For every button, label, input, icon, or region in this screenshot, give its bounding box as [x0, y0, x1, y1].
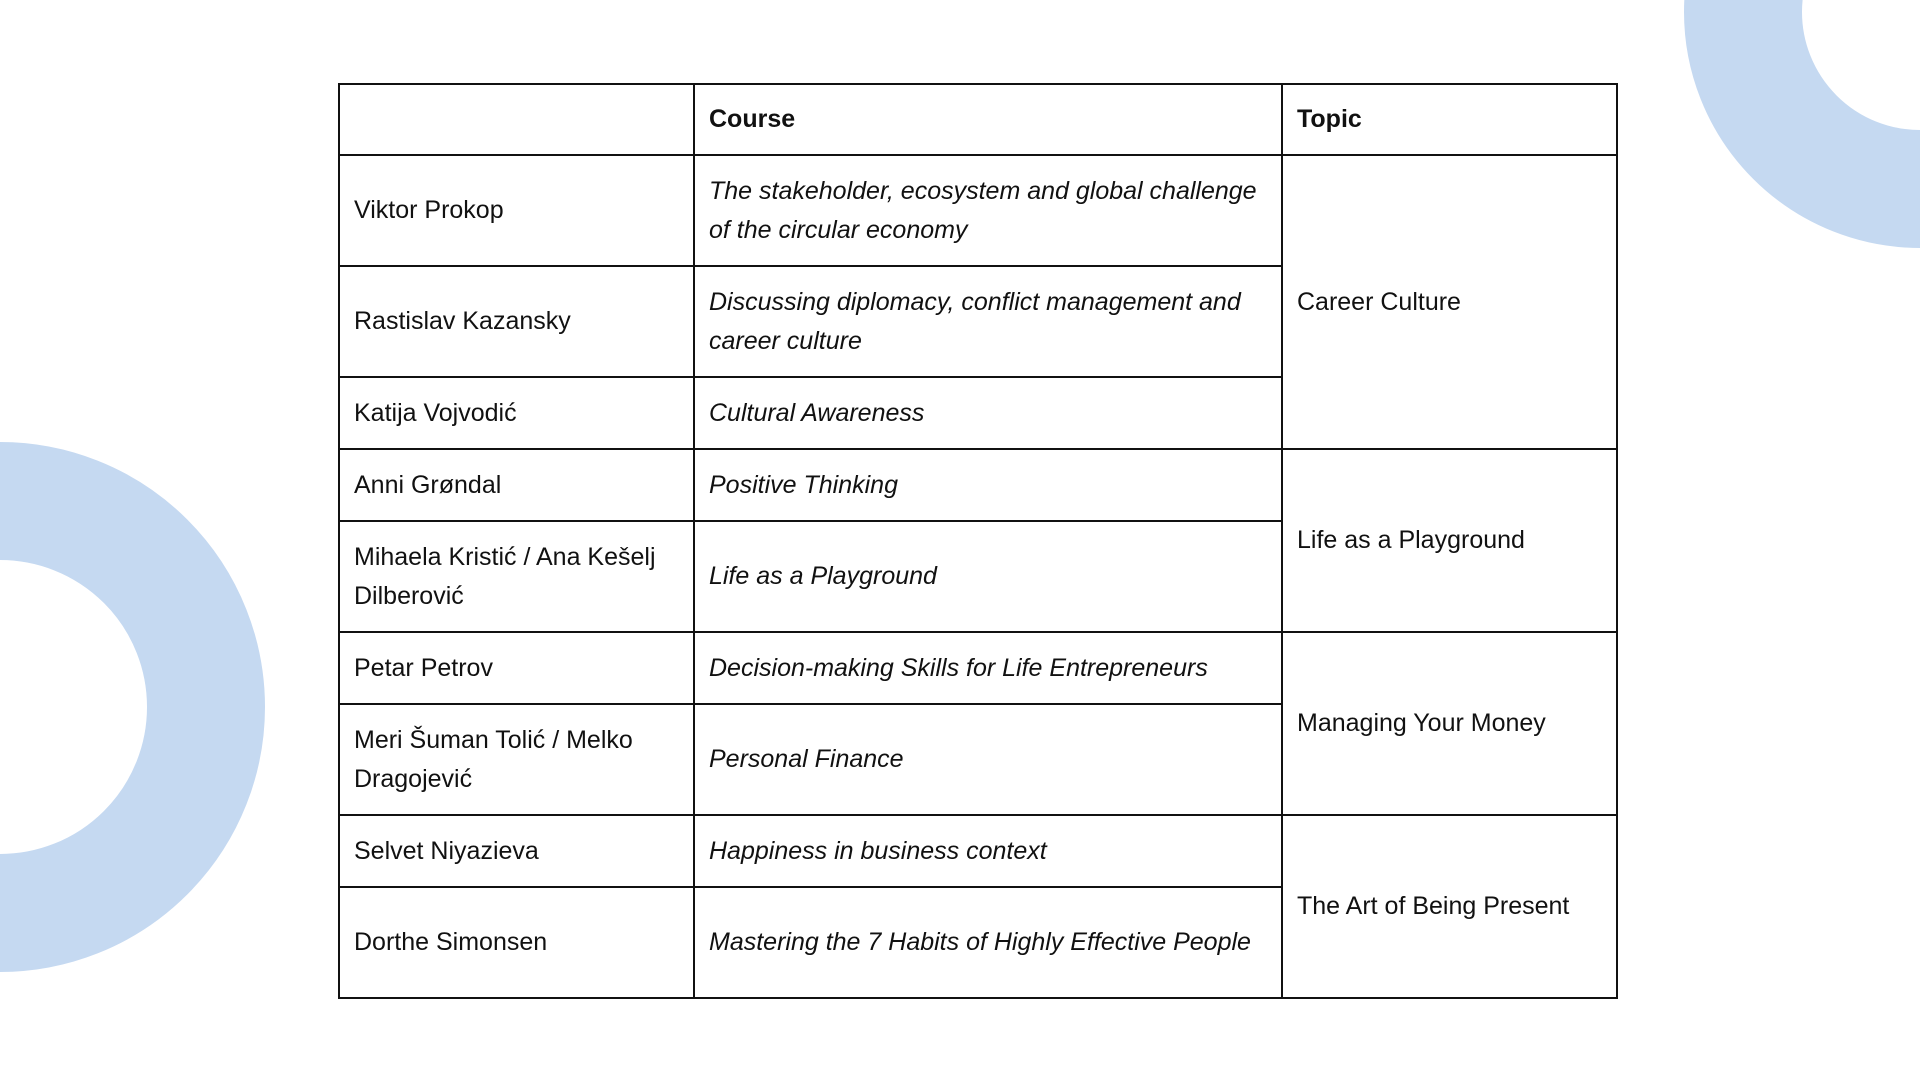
decorative-ring-left [0, 442, 265, 972]
course-cell: Decision-making Skills for Life Entrepre… [693, 631, 1283, 705]
table-row: Katija Vojvodić Cultural Awareness [338, 376, 1617, 450]
table-row: Anni Grøndal Positive Thinking Life as a… [338, 448, 1618, 633]
name-cell: Rastislav Kazansky [338, 265, 695, 378]
name-cell: Katija Vojvodić [338, 376, 695, 450]
header-row: Course Topic [338, 83, 1618, 156]
table-row: Rastislav Kazansky Discussing diplomacy,… [338, 265, 1617, 378]
name-cell: Selvet Niyazieva [338, 814, 695, 888]
table-row: Viktor Prokop The stakeholder, ecosystem… [338, 154, 1618, 450]
header-course: Course [693, 83, 1283, 156]
course-cell: Personal Finance [693, 703, 1283, 816]
header-topic: Topic [1281, 83, 1618, 156]
course-cell: Happiness in business context [693, 814, 1283, 888]
course-table: Course Topic Viktor Prokop The stakehold… [338, 83, 1618, 999]
course-cell: Discussing diplomacy, conflict managemen… [693, 265, 1283, 378]
table-row: Selvet Niyazieva Happiness in business c… [338, 814, 1618, 999]
course-cell: Cultural Awareness [693, 376, 1283, 450]
table-row: Dorthe Simonsen Mastering the 7 Habits o… [338, 886, 1617, 999]
course-cell: Mastering the 7 Habits of Highly Effecti… [693, 886, 1283, 999]
topic-cell: The Art of Being Present [1281, 814, 1618, 999]
name-cell: Meri Šuman Tolić / Melko Dragojević [338, 703, 695, 816]
course-cell: The stakeholder, ecosystem and global ch… [693, 154, 1283, 267]
course-cell: Positive Thinking [693, 448, 1283, 522]
name-cell: Mihaela Kristić / Ana Kešelj Dilberović [338, 520, 695, 633]
table-row: Mihaela Kristić / Ana Kešelj Dilberović … [338, 520, 1617, 633]
name-cell: Viktor Prokop [338, 154, 695, 267]
course-cell: Life as a Playground [693, 520, 1283, 633]
topic-cell: Life as a Playground [1281, 448, 1618, 633]
table-row: Meri Šuman Tolić / Melko Dragojević Pers… [338, 703, 1617, 816]
table-row: Petar Petrov Decision-making Skills for … [338, 631, 1618, 816]
header-name [338, 83, 695, 156]
name-cell: Petar Petrov [338, 631, 695, 705]
topic-cell: Managing Your Money [1281, 631, 1618, 816]
name-cell: Dorthe Simonsen [338, 886, 695, 999]
topic-cell: Career Culture [1281, 154, 1618, 450]
decorative-ring-top-right [1684, 0, 1920, 248]
name-cell: Anni Grøndal [338, 448, 695, 522]
